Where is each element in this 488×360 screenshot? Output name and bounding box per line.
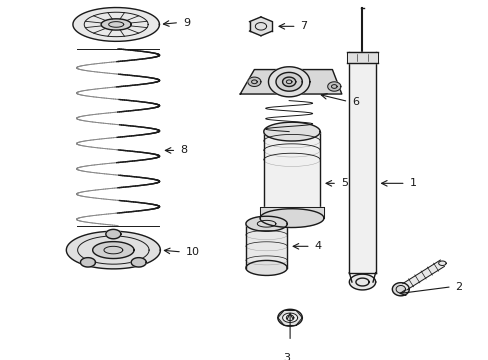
Polygon shape [260, 209, 323, 228]
Polygon shape [282, 77, 295, 86]
Polygon shape [263, 122, 320, 141]
Text: 10: 10 [185, 247, 199, 257]
Polygon shape [81, 258, 95, 267]
Polygon shape [438, 261, 445, 265]
Polygon shape [245, 260, 286, 275]
Polygon shape [240, 69, 341, 94]
Polygon shape [247, 77, 261, 86]
Polygon shape [73, 8, 159, 41]
Polygon shape [282, 313, 297, 323]
Text: 3: 3 [282, 352, 289, 360]
Text: 8: 8 [180, 145, 187, 156]
Polygon shape [402, 260, 444, 290]
Text: 7: 7 [300, 21, 307, 31]
Polygon shape [245, 224, 286, 268]
Polygon shape [101, 19, 131, 30]
Polygon shape [131, 258, 146, 267]
Polygon shape [105, 229, 121, 239]
Text: 2: 2 [455, 282, 462, 292]
Polygon shape [260, 207, 323, 218]
Polygon shape [275, 72, 302, 91]
Text: 4: 4 [314, 241, 321, 251]
Text: 1: 1 [408, 178, 416, 188]
Polygon shape [93, 242, 134, 258]
Polygon shape [348, 52, 375, 273]
Polygon shape [346, 52, 378, 63]
Polygon shape [263, 132, 320, 218]
Polygon shape [245, 216, 286, 231]
Polygon shape [348, 274, 375, 290]
Text: 6: 6 [351, 96, 358, 107]
Text: 9: 9 [183, 18, 190, 28]
Polygon shape [277, 309, 302, 326]
Polygon shape [268, 67, 309, 97]
Polygon shape [249, 17, 272, 36]
Polygon shape [327, 82, 340, 91]
Polygon shape [391, 283, 408, 296]
Text: 5: 5 [340, 178, 347, 188]
Polygon shape [66, 231, 160, 269]
